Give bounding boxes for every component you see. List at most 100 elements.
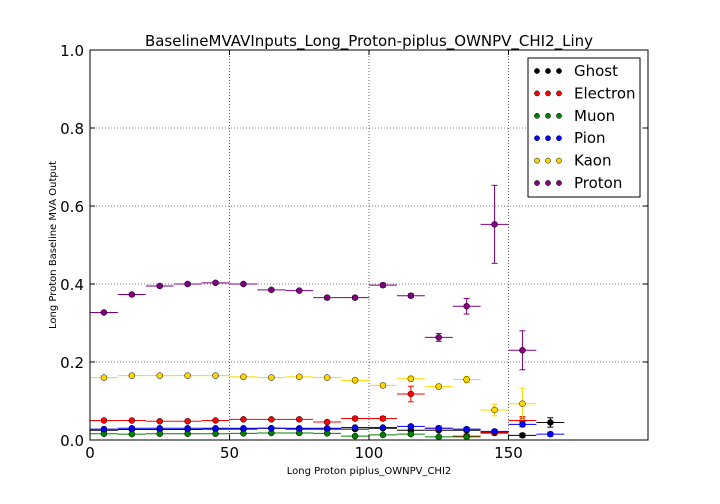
data-point bbox=[323, 425, 331, 432]
axis-ticks: 0 50 100 150 0.0 0.2 0.4 0.6 0.8 1.0 bbox=[60, 42, 648, 462]
data-point bbox=[240, 373, 247, 381]
data-point bbox=[240, 280, 247, 288]
series-kaon bbox=[90, 372, 537, 420]
data-point bbox=[296, 373, 303, 381]
data-point bbox=[435, 425, 442, 432]
legend-label: Proton bbox=[574, 174, 622, 192]
legend-marker bbox=[534, 180, 540, 186]
legend-entry-ghost: Ghost bbox=[534, 62, 618, 80]
legend-label: Muon bbox=[574, 107, 615, 125]
series-pion bbox=[90, 421, 565, 438]
data-point bbox=[128, 425, 136, 432]
legend-marker bbox=[556, 180, 562, 186]
data-point bbox=[407, 292, 415, 299]
data-point bbox=[296, 425, 303, 432]
data-point bbox=[184, 372, 191, 379]
legend-entry-proton: Proton bbox=[534, 174, 622, 192]
legend-marker bbox=[545, 90, 551, 97]
data-point bbox=[351, 377, 359, 384]
legend: Ghost Electron Muon Pion Kaon Proton bbox=[527, 57, 641, 198]
legend-label: Pion bbox=[574, 129, 606, 147]
data-point bbox=[379, 415, 387, 422]
data-point bbox=[491, 406, 498, 414]
x-tick-label: 0 bbox=[85, 444, 95, 462]
data-point bbox=[156, 418, 163, 425]
x-tick-label: 150 bbox=[494, 444, 523, 462]
data-point bbox=[379, 424, 387, 431]
data-point bbox=[351, 294, 359, 301]
y-tick-label: 0.4 bbox=[60, 276, 84, 294]
data-point bbox=[212, 372, 219, 379]
data-point bbox=[519, 421, 526, 428]
y-tick-label: 0.2 bbox=[60, 354, 84, 372]
data-point bbox=[323, 418, 331, 426]
legend-marker bbox=[534, 90, 540, 97]
data-point bbox=[128, 372, 136, 379]
data-point bbox=[491, 428, 498, 435]
data-point bbox=[463, 433, 470, 441]
legend-entry-electron: Electron bbox=[534, 84, 636, 102]
data-point bbox=[240, 425, 247, 432]
x-tick-label: 100 bbox=[355, 444, 384, 462]
data-point bbox=[351, 432, 359, 440]
data-point bbox=[184, 430, 191, 438]
data-point bbox=[435, 334, 442, 341]
legend-marker bbox=[556, 135, 562, 142]
legend-marker bbox=[556, 157, 562, 164]
data-point bbox=[407, 375, 415, 383]
legend-marker bbox=[534, 135, 540, 142]
data-point bbox=[463, 425, 470, 433]
data-point bbox=[323, 294, 331, 301]
x-tick-label: 50 bbox=[220, 444, 239, 462]
data-point bbox=[268, 425, 275, 432]
data-point bbox=[435, 383, 442, 390]
data-point bbox=[407, 390, 415, 398]
series-proton bbox=[90, 184, 537, 371]
data-point bbox=[156, 372, 163, 379]
data-point bbox=[519, 400, 526, 407]
data-point bbox=[128, 417, 136, 424]
series-muon bbox=[90, 429, 481, 441]
data-point bbox=[100, 374, 108, 381]
data-point bbox=[212, 279, 219, 287]
legend-label: Electron bbox=[574, 84, 636, 102]
data-point bbox=[547, 430, 554, 438]
legend-marker bbox=[556, 90, 562, 97]
legend-marker bbox=[545, 157, 551, 164]
legend-marker bbox=[545, 68, 551, 74]
data-point bbox=[379, 281, 387, 289]
data-point bbox=[296, 287, 303, 294]
data-point bbox=[379, 382, 387, 389]
data-point bbox=[128, 291, 136, 298]
legend-marker bbox=[545, 180, 551, 186]
y-axis-label: Long Proton Baseline MVA Output bbox=[48, 161, 59, 329]
legend-marker bbox=[545, 135, 551, 142]
data-point bbox=[240, 416, 247, 423]
data-point bbox=[323, 374, 331, 381]
y-tick-label: 0.6 bbox=[60, 198, 84, 216]
data-point bbox=[184, 418, 191, 425]
legend-marker bbox=[534, 68, 540, 74]
data-point bbox=[268, 374, 275, 381]
y-tick-label: 1.0 bbox=[60, 42, 84, 60]
data-point bbox=[463, 302, 470, 310]
data-point bbox=[212, 425, 219, 432]
data-point bbox=[463, 376, 470, 383]
legend-marker bbox=[556, 68, 562, 74]
data-point bbox=[491, 221, 498, 228]
data-point bbox=[156, 425, 163, 432]
data-point bbox=[100, 417, 108, 424]
legend-label: Kaon bbox=[574, 152, 611, 170]
x-axis-label: Long Proton piplus_OWNPV_CHI2 bbox=[287, 466, 452, 477]
data-point bbox=[100, 309, 108, 316]
data-point bbox=[156, 430, 163, 438]
chart-title: BaselineMVAVInputs_Long_Proton-piplus_OW… bbox=[145, 32, 593, 51]
data-point bbox=[268, 286, 275, 294]
data-series bbox=[90, 184, 565, 441]
data-point bbox=[212, 430, 219, 438]
data-point bbox=[128, 430, 136, 438]
data-point bbox=[351, 424, 359, 431]
data-point bbox=[519, 432, 526, 439]
data-point bbox=[547, 419, 554, 426]
